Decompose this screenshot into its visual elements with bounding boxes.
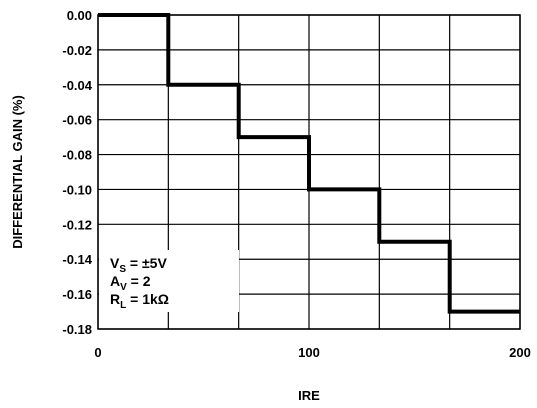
condition-av: AV = 2 [110,273,151,293]
y-tick-label: -0.06 [62,113,92,128]
condition-rl-rest: = 1kΩ [126,291,169,307]
condition-av-rest: = 2 [127,273,151,289]
x-tick-label: 0 [94,345,101,360]
condition-rl-main: R [110,291,120,307]
condition-rl-sub: L [120,300,126,311]
condition-rl: RL = 1kΩ [110,291,169,311]
y-tick-label: -0.10 [62,182,92,197]
y-tick-label: -0.16 [62,287,92,302]
x-tick-labels: 0 100 200 [94,345,530,360]
condition-vs-main: V [110,255,120,271]
condition-vs: VS = ±5V [110,255,167,275]
x-tick-label: 100 [298,345,320,360]
condition-vs-rest: = ±5V [126,255,167,271]
y-tick-labels: 0.00 -0.02 -0.04 -0.06 -0.08 -0.10 -0.12 -0.14 -… [62,8,92,337]
y-tick-label: -0.18 [62,322,92,337]
condition-av-main: A [110,273,120,289]
y-tick-label: -0.04 [62,78,92,93]
gain-step-line [98,13,520,314]
y-tick-label: -0.14 [62,252,92,267]
plot-frame [97,14,521,330]
condition-av-sub: V [120,282,127,293]
y-axis-title: DIFFERENTIAL GAIN (%) [10,95,25,249]
y-tick-label: -0.02 [62,43,92,58]
y-tick-label: -0.12 [62,217,92,232]
y-tick-label: 0.00 [67,8,92,23]
x-tick-label: 200 [509,345,531,360]
condition-vs-sub: S [119,264,126,275]
y-tick-label: -0.08 [62,148,92,163]
conditions-background [99,250,239,312]
x-axis-title: IRE [298,388,320,403]
test-conditions: VS = ±5V AV = 2 RL = 1kΩ [99,250,239,312]
